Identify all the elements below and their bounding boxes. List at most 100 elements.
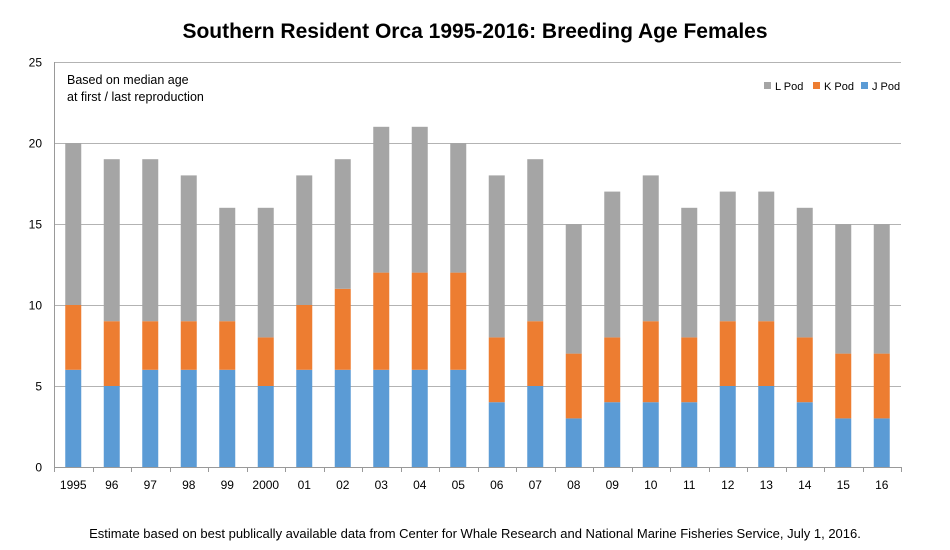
bar-segment-l-pod	[257, 207, 274, 338]
bar-segment-k-pod	[796, 337, 813, 403]
y-tick-label: 10	[29, 299, 43, 313]
bar-segment-j-pod	[180, 369, 197, 467]
x-tick-label: 99	[221, 478, 235, 492]
legend-swatch-j-pod	[861, 82, 868, 89]
bar-segment-j-pod	[719, 386, 736, 467]
bar-segment-l-pod	[334, 159, 351, 289]
bar-segment-k-pod	[873, 353, 890, 419]
x-tick-label: 97	[144, 478, 158, 492]
x-tick-label: 16	[875, 478, 889, 492]
bar-segment-k-pod	[296, 305, 313, 370]
bar-segment-l-pod	[450, 143, 467, 273]
legend-swatch-l-pod	[764, 82, 771, 89]
x-tick-label: 14	[798, 478, 812, 492]
x-tick-label: 11	[683, 478, 696, 492]
bar-segment-k-pod	[758, 321, 775, 386]
x-tick-label: 04	[413, 478, 427, 492]
bar-segment-j-pod	[681, 402, 698, 467]
bar-segment-j-pod	[334, 369, 351, 467]
bar-segment-j-pod	[65, 369, 82, 467]
x-tick-label: 98	[182, 478, 196, 492]
bar-segment-l-pod	[719, 191, 736, 322]
x-tick-label: 10	[644, 478, 658, 492]
bar-segment-k-pod	[219, 321, 236, 370]
bar-segment-l-pod	[65, 143, 82, 305]
x-tick-label: 05	[452, 478, 466, 492]
bar-segment-j-pod	[450, 369, 467, 467]
bar-segment-k-pod	[103, 321, 120, 386]
bar-segment-l-pod	[103, 159, 120, 322]
chart-note-line-2: at first / last reproduction	[67, 90, 204, 104]
bar-segment-j-pod	[142, 369, 159, 467]
bar-segment-l-pod	[142, 159, 159, 322]
bar-segment-k-pod	[527, 321, 544, 386]
legend: L Pod K Pod J Pod	[764, 81, 900, 93]
x-tick-label: 12	[721, 478, 735, 492]
bar-segment-j-pod	[604, 402, 621, 467]
bar-segment-j-pod	[873, 418, 890, 467]
bar-segment-k-pod	[373, 272, 390, 370]
bar-segment-j-pod	[835, 418, 852, 467]
y-tick-label: 15	[29, 218, 43, 232]
bar-segment-l-pod	[604, 191, 621, 338]
bar-segment-k-pod	[450, 272, 467, 370]
bar-segment-k-pod	[65, 305, 82, 370]
x-tick-label: 1995	[60, 478, 87, 492]
bar-segment-k-pod	[142, 321, 159, 370]
bar-segment-l-pod	[873, 224, 890, 354]
bar-segment-k-pod	[565, 353, 582, 419]
bar-segment-j-pod	[565, 418, 582, 467]
y-tick-label: 0	[35, 461, 42, 475]
y-tick-label: 25	[29, 56, 43, 70]
legend-label: L Pod	[775, 81, 803, 93]
x-tick-label: 15	[837, 478, 851, 492]
bar-segment-k-pod	[488, 337, 505, 403]
bar-segment-l-pod	[180, 175, 197, 322]
bar-segment-j-pod	[758, 386, 775, 467]
bar-segment-k-pod	[411, 272, 428, 370]
bar-segment-l-pod	[835, 224, 852, 354]
bar-segment-l-pod	[373, 126, 390, 273]
bar-segment-j-pod	[103, 386, 120, 467]
chart-note-line-1: Based on median age	[67, 73, 189, 87]
bar-segment-j-pod	[219, 369, 236, 467]
bar-segment-k-pod	[642, 321, 659, 403]
y-tick-label: 20	[29, 137, 43, 151]
bar-segment-l-pod	[758, 191, 775, 322]
bar-segment-j-pod	[796, 402, 813, 467]
bar-segment-j-pod	[411, 369, 428, 467]
bar-segment-l-pod	[411, 126, 428, 273]
x-tick-label: 07	[529, 478, 543, 492]
bars	[65, 126, 890, 467]
bar-segment-l-pod	[642, 175, 659, 322]
x-tick-label: 96	[105, 478, 119, 492]
legend-swatch-k-pod	[813, 82, 820, 89]
bar-segment-k-pod	[681, 337, 698, 403]
bar-segment-j-pod	[642, 402, 659, 467]
x-tick-label: 01	[298, 478, 312, 492]
x-tick-label: 08	[567, 478, 581, 492]
bar-segment-j-pod	[373, 369, 390, 467]
bar-segment-l-pod	[565, 224, 582, 354]
legend-label: K Pod	[824, 81, 854, 93]
bar-segment-l-pod	[296, 175, 313, 305]
bar-segment-j-pod	[488, 402, 505, 467]
legend-label: J Pod	[872, 81, 900, 93]
bar-segment-k-pod	[835, 353, 852, 419]
chart-title: Southern Resident Orca 1995-2016: Breedi…	[182, 20, 768, 43]
x-tick-label: 13	[760, 478, 774, 492]
bar-segment-k-pod	[604, 337, 621, 403]
bar-segment-l-pod	[681, 207, 698, 338]
bar-segment-l-pod	[219, 207, 236, 322]
bar-segment-k-pod	[334, 288, 351, 370]
x-tick-label: 09	[606, 478, 620, 492]
bar-segment-j-pod	[527, 386, 544, 467]
bar-segment-l-pod	[796, 207, 813, 338]
bar-segment-l-pod	[527, 159, 544, 322]
x-tick-label: 03	[375, 478, 389, 492]
bar-segment-k-pod	[180, 321, 197, 370]
bar-segment-l-pod	[488, 175, 505, 338]
bar-segment-k-pod	[719, 321, 736, 386]
